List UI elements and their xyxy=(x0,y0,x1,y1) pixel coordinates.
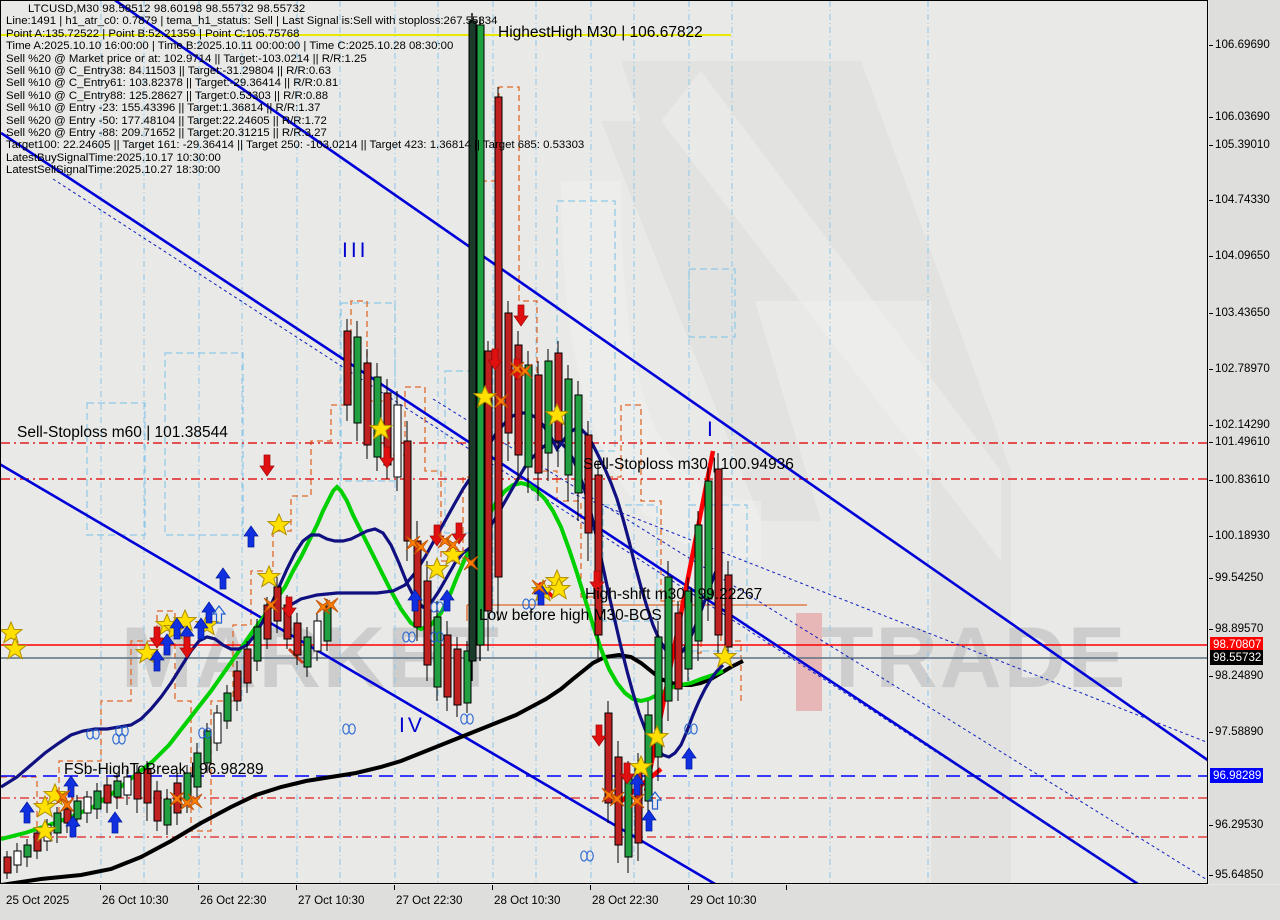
trendline-descending-2 xyxy=(113,1,1207,762)
time-label: 28 Oct 22:30 xyxy=(592,894,659,907)
time-tick xyxy=(100,885,101,890)
trendline-descending-1 xyxy=(1,131,1139,883)
price-label: 100.18930 xyxy=(1215,529,1270,542)
price-tick xyxy=(1209,676,1213,677)
time-tick xyxy=(492,885,493,890)
time-label: 26 Oct 22:30 xyxy=(200,894,267,907)
price-label: 101.49610 xyxy=(1215,435,1270,448)
price-label: 102.78970 xyxy=(1215,362,1270,375)
time-tick xyxy=(296,885,297,890)
price-label: 99.54250 xyxy=(1215,571,1264,584)
label-sell-stoploss-m60: Sell-Stoploss m60 | 101.38544 xyxy=(17,424,228,441)
price-tick xyxy=(1209,145,1213,146)
price-tick xyxy=(1209,45,1213,46)
trendline-thin-2 xyxy=(432,398,1207,881)
info-line-6: Sell %10 @ C_Entry88: 125.28627 || Targe… xyxy=(6,89,329,102)
price-label: 100.83610 xyxy=(1215,473,1270,486)
price-tick xyxy=(1209,875,1213,876)
price-badge-bid: 98.70807 xyxy=(1210,637,1264,652)
time-tick xyxy=(198,885,199,890)
trendline-thin-3 xyxy=(570,492,1207,743)
time-label: 26 Oct 10:30 xyxy=(102,894,169,907)
time-label: 27 Oct 10:30 xyxy=(298,894,365,907)
price-label: 98.24890 xyxy=(1215,669,1264,682)
price-label: 103.43650 xyxy=(1215,306,1270,319)
trendline-ascending-1 xyxy=(1,463,716,883)
info-line-4: Sell %10 @ C_Entry38: 84.11503 || Target… xyxy=(6,65,332,78)
trendlines xyxy=(1,1,1207,883)
info-line-10: Target100: 22.24605 || Target 161: -29.3… xyxy=(6,139,585,152)
price-tick xyxy=(1209,256,1213,257)
price-label: 105.39010 xyxy=(1215,138,1270,151)
chart-plot-area[interactable]: MARKET TRADE xyxy=(0,0,1208,884)
info-line-1: Point A:135.72522 | Point B:52.21359 | P… xyxy=(6,27,300,40)
info-line-5: Sell %10 @ C_Entry61: 103.82378 || Targe… xyxy=(6,77,339,90)
price-tick xyxy=(1209,313,1213,314)
info-line-2: Time A:2025.10.10 16:00:00 | Time B:2025… xyxy=(6,40,454,53)
time-tick xyxy=(688,885,689,890)
time-label: 29 Oct 10:30 xyxy=(690,894,757,907)
price-label: 104.09650 xyxy=(1215,249,1270,262)
info-line-3: Sell %20 @ Market price or at: 102.9714 … xyxy=(6,52,367,65)
price-label: 95.64850 xyxy=(1215,868,1264,881)
candlestick-series xyxy=(3,13,733,879)
price-tick xyxy=(1209,480,1213,481)
info-line-7: Sell %10 @ Entry -23: 155.43396 || Targe… xyxy=(6,102,321,115)
info-line-0: Line:1491 | h1_atr_c0: 0.7879 | tema_h1_… xyxy=(6,15,498,28)
price-label: 104.74330 xyxy=(1215,193,1270,206)
price-label: 106.69690 xyxy=(1215,38,1270,51)
chart-info-block: LTCUSD,M30 98.58512 98.60198 98.55732 98… xyxy=(6,3,584,177)
price-label: 98.89570 xyxy=(1215,622,1264,635)
scale-corner xyxy=(1209,885,1280,920)
time-scale[interactable]: 25 Oct 2025 26 Oct 10:30 26 Oct 22:30 27… xyxy=(0,885,1209,920)
label-high-shift-m30: High-shift m30 | 99.22267 xyxy=(585,586,763,603)
info-line-11: LatestBuySignalTime:2025.10.17 10:30:00 xyxy=(6,151,221,164)
label-highest-high: HighestHigh M30 | 106.67822 xyxy=(498,24,703,41)
time-tick xyxy=(590,885,591,890)
price-tick xyxy=(1209,442,1213,443)
chart-vector-layer xyxy=(1,1,1207,883)
info-line-8: Sell %20 @ Entry -50: 177.48104 || Targe… xyxy=(6,114,327,127)
time-tick xyxy=(786,885,787,890)
price-tick xyxy=(1209,629,1213,630)
time-tick xyxy=(394,885,395,890)
time-label: 28 Oct 10:30 xyxy=(494,894,561,907)
label-low-before-high-bos: Low before high M30-BOS xyxy=(479,607,662,624)
price-tick xyxy=(1209,369,1213,370)
info-line-9: Sell %20 @ Entry -88: 209.71652 || Targe… xyxy=(6,127,327,140)
price-tick xyxy=(1209,200,1213,201)
price-tick xyxy=(1209,732,1213,733)
marker-wave-iii: III xyxy=(342,239,369,262)
price-label: 102.14290 xyxy=(1215,418,1270,431)
price-tick xyxy=(1209,536,1213,537)
price-label: 106.03690 xyxy=(1215,110,1270,123)
info-symbol-line: LTCUSD,M30 98.58512 98.60198 98.55732 98… xyxy=(28,3,306,15)
time-label: 27 Oct 22:30 xyxy=(396,894,463,907)
label-fsb-high-to-break: FSb-HighToBreak | 96.98289 xyxy=(64,761,264,778)
price-label: 97.58890 xyxy=(1215,725,1264,738)
price-tick xyxy=(1209,825,1213,826)
time-label: 25 Oct 2025 xyxy=(6,894,70,907)
price-scale[interactable]: 106.69690 106.03690 105.39010 104.74330 … xyxy=(1209,0,1280,884)
price-label: 96.29530 xyxy=(1215,818,1264,831)
price-tick xyxy=(1209,425,1213,426)
marker-wave-i: I xyxy=(707,418,716,441)
price-tick xyxy=(1209,578,1213,579)
trend-ray-short-2 xyxy=(287,647,305,665)
label-sell-stoploss-m30: Sell-Stoploss m30 | 100.94936 xyxy=(583,456,794,473)
info-line-12: LatestSellSignalTime:2025.10.27 18:30:00 xyxy=(6,164,221,177)
price-badge-last: 98.55732 xyxy=(1210,650,1264,665)
price-tick xyxy=(1209,117,1213,118)
marker-wave-iv: IV xyxy=(399,714,425,737)
price-badge-level: 96.98289 xyxy=(1210,768,1264,783)
